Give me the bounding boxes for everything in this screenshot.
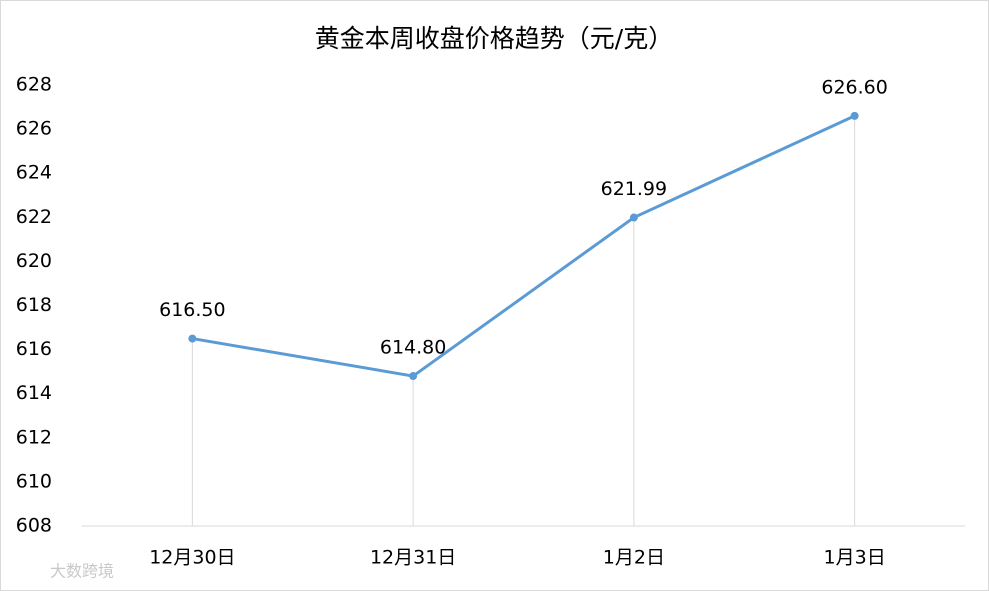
y-tick-label: 624 [16, 162, 52, 184]
y-tick-label: 610 [16, 470, 52, 492]
x-tick-label: 12月31日 [370, 547, 456, 569]
point [409, 372, 418, 381]
value-label: 614.80 [380, 337, 446, 359]
y-tick-label: 608 [16, 515, 52, 537]
value-label: 616.50 [159, 299, 225, 321]
chart-title: 黄金本周收盘价格趋势（元/克） [315, 24, 673, 53]
point [188, 334, 197, 343]
watermark: 大数跨境 [50, 562, 114, 581]
value-label: 621.99 [601, 178, 667, 200]
y-tick-label: 614 [16, 382, 52, 404]
y-tick-label: 618 [16, 294, 52, 316]
x-tick-label: 1月3日 [824, 547, 886, 569]
y-tick-label: 616 [16, 338, 52, 360]
y-tick-label: 620 [16, 250, 52, 272]
x-tick-label: 12月30日 [149, 547, 235, 569]
y-tick-label: 622 [16, 206, 52, 228]
point [629, 213, 638, 222]
point [850, 111, 859, 120]
y-tick-label: 626 [16, 118, 52, 140]
y-tick-label: 628 [16, 74, 52, 96]
x-tick-label: 1月2日 [603, 547, 665, 569]
line [192, 114, 856, 378]
y-tick-label: 612 [16, 426, 52, 448]
value-label: 626.60 [821, 76, 887, 98]
